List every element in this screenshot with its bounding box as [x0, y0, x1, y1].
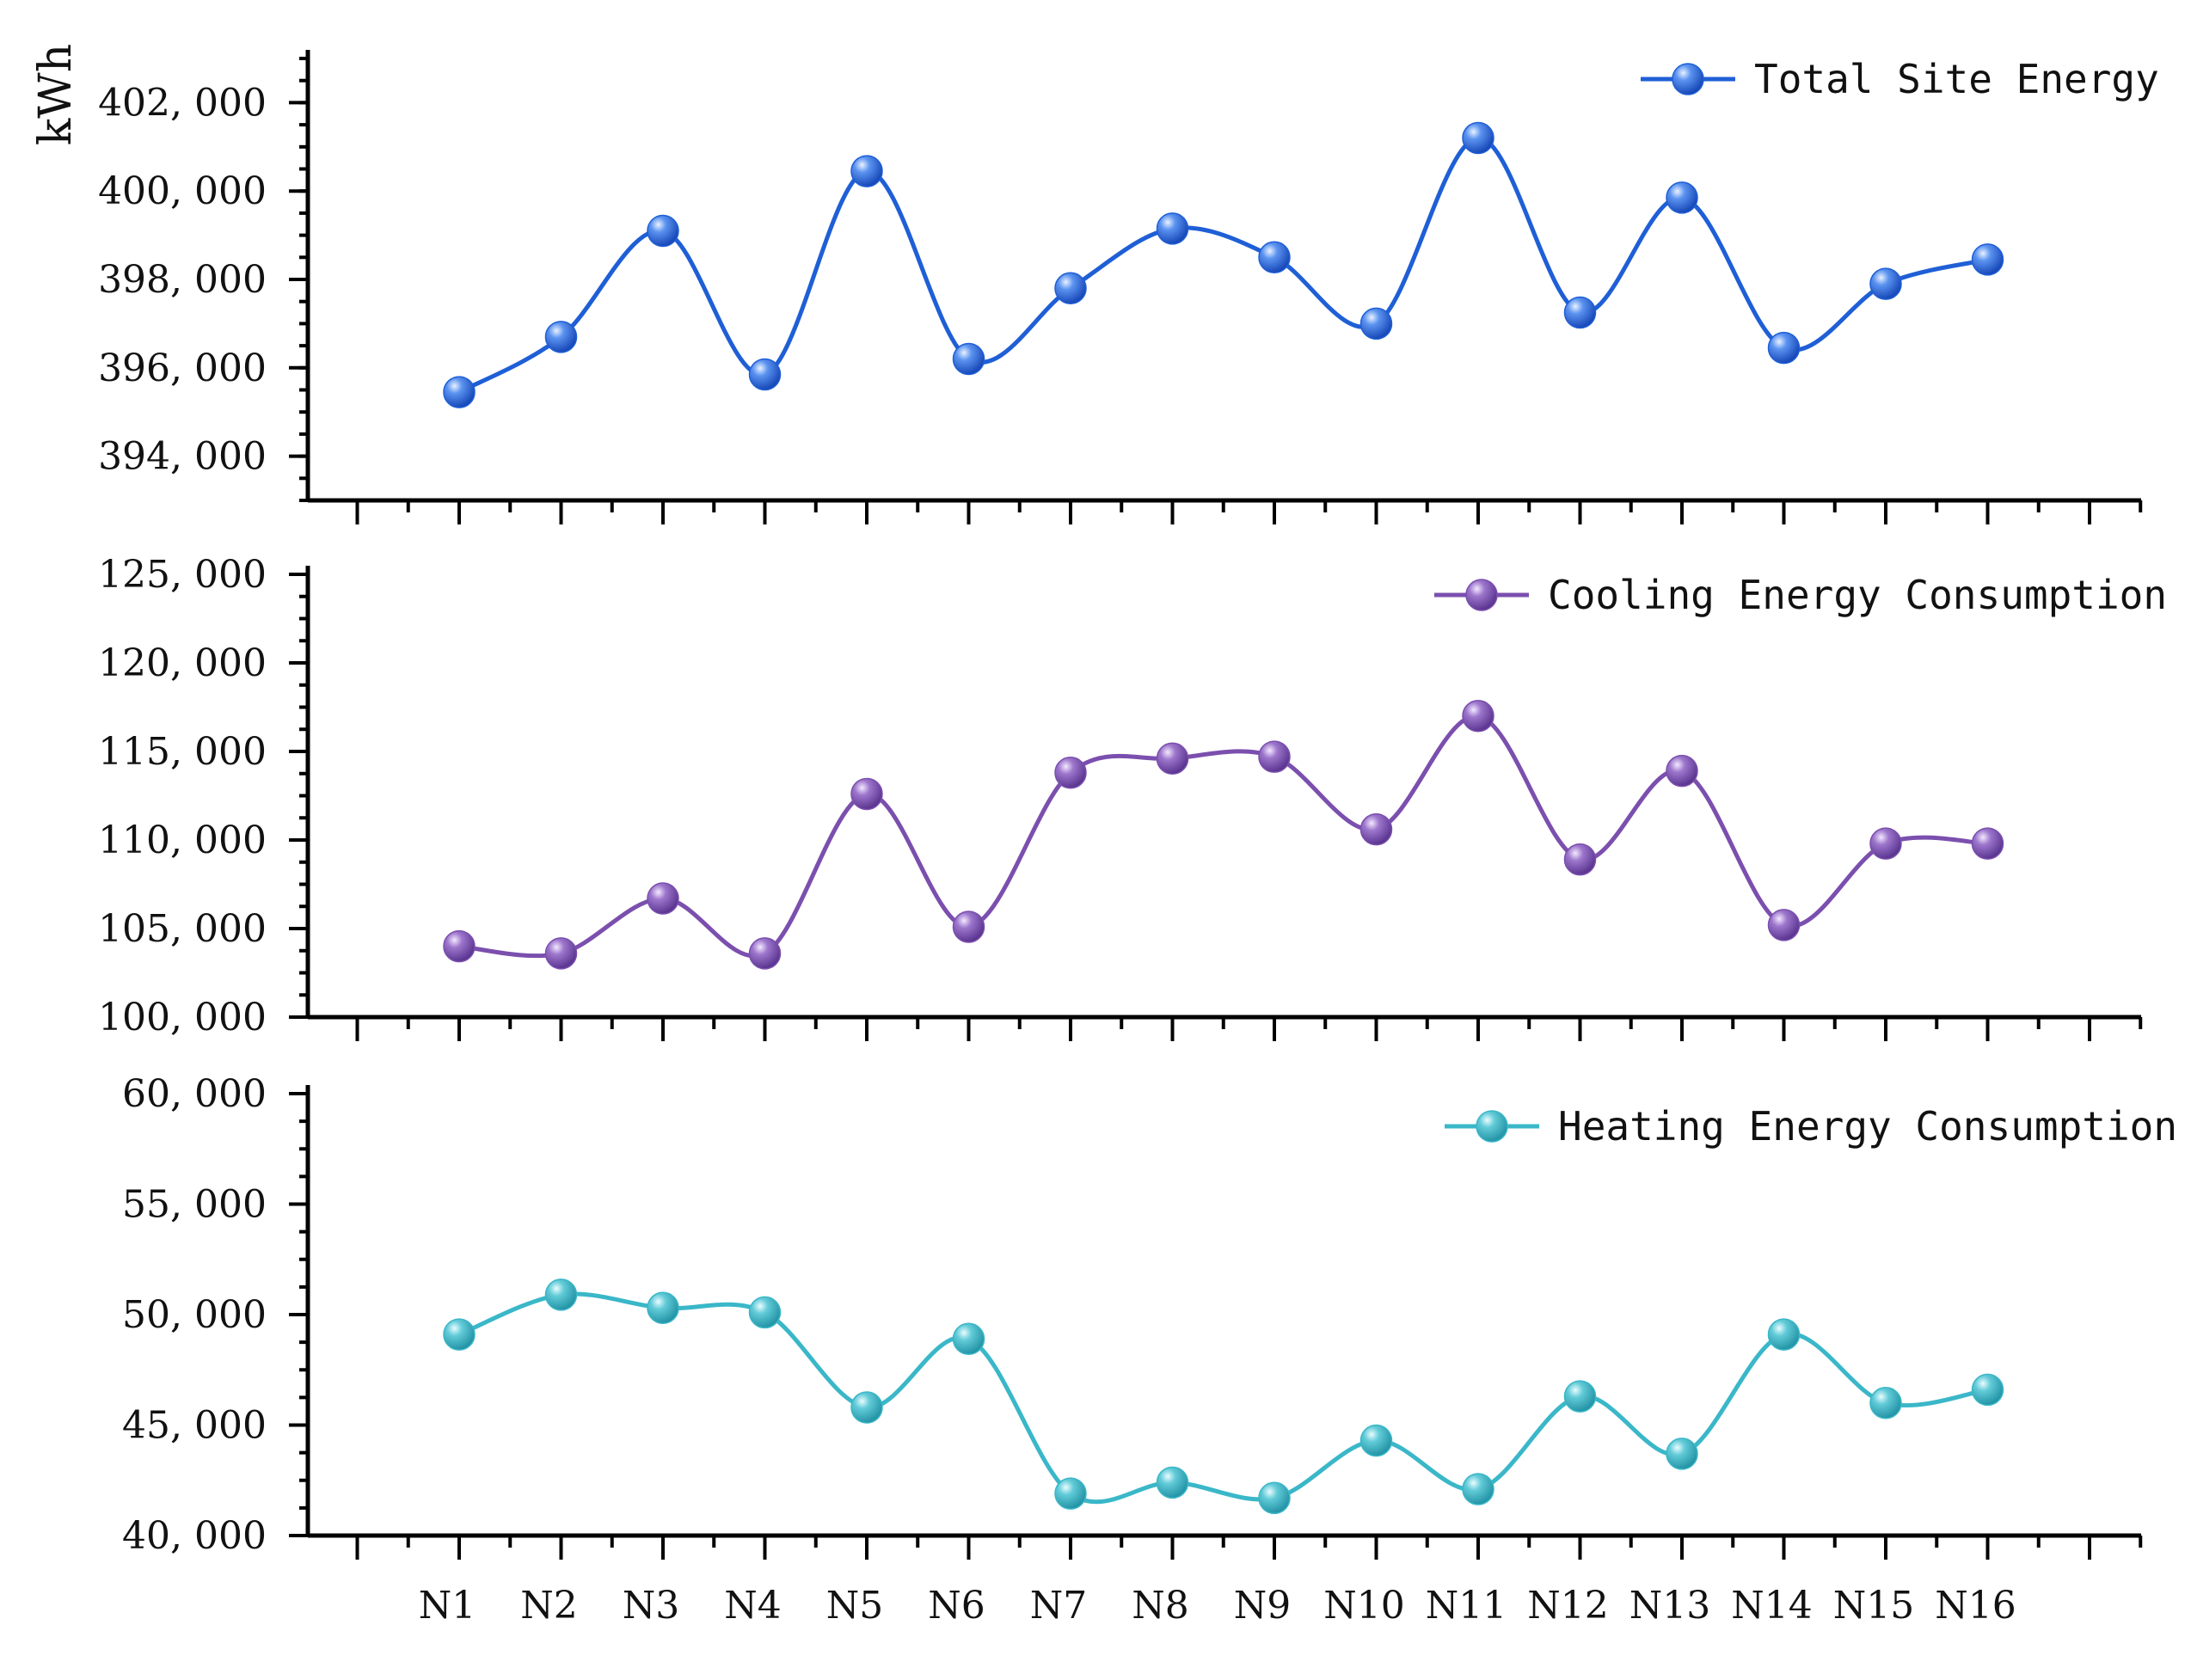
data-point-heating-energy-consumption-n1 — [443, 1318, 476, 1351]
x-tick-label-n16: N16 — [1935, 1584, 2016, 1628]
y-tick-label-heating-energy-consumption: 60, 000 — [122, 1072, 267, 1116]
data-point-cooling-energy-consumption-n14 — [1767, 909, 1801, 941]
legend-marker-heating-energy-consumption — [1476, 1110, 1508, 1143]
y-tick-label-total-site-energy: 394, 000 — [98, 435, 267, 479]
data-point-cooling-energy-consumption-n15 — [1869, 827, 1902, 860]
panel-heating-energy-consumption: 40, 000 45, 000 50, 000 55, 000 60, 000 Heat… — [122, 1072, 2177, 1560]
series-line-total-site-energy — [457, 135, 1989, 395]
x-tick-label-n3: N3 — [623, 1584, 680, 1628]
y-tick-label-total-site-energy: 396, 000 — [98, 346, 267, 390]
data-point-total-site-energy-n5 — [850, 155, 883, 187]
data-point-heating-energy-consumption-n13 — [1666, 1438, 1698, 1470]
x-tick-label-n6: N6 — [928, 1584, 985, 1628]
data-point-cooling-energy-consumption-n3 — [647, 882, 679, 915]
data-point-heating-energy-consumption-n9 — [1258, 1481, 1291, 1515]
x-tick-label-n4: N4 — [724, 1584, 782, 1628]
data-point-heating-energy-consumption-n3 — [647, 1291, 679, 1325]
data-point-total-site-energy-n3 — [647, 214, 679, 248]
data-point-heating-energy-consumption-n11 — [1462, 1473, 1494, 1505]
y-tick-label-heating-energy-consumption: 50, 000 — [122, 1293, 267, 1337]
x-tick-label-n1: N1 — [419, 1584, 476, 1628]
data-point-heating-energy-consumption-n7 — [1054, 1477, 1087, 1510]
y-tick-label-cooling-energy-consumption: 105, 000 — [98, 907, 267, 951]
legend-label-total-site-energy: Total Site Energy — [1754, 56, 2159, 102]
x-tick-label-n9: N9 — [1234, 1584, 1292, 1628]
data-point-heating-energy-consumption-n4 — [748, 1296, 782, 1329]
data-point-cooling-energy-consumption-n7 — [1054, 756, 1087, 789]
data-point-cooling-energy-consumption-n10 — [1359, 812, 1393, 846]
data-point-total-site-energy-n11 — [1462, 121, 1494, 155]
legend-heating-energy-consumption: Heating Energy Consumption — [1445, 1103, 2177, 1150]
data-point-heating-energy-consumption-n10 — [1359, 1424, 1393, 1457]
data-point-cooling-energy-consumption-n13 — [1666, 754, 1698, 788]
y-tick-label-heating-energy-consumption: 45, 000 — [122, 1404, 267, 1448]
data-point-cooling-energy-consumption-n2 — [544, 937, 578, 970]
data-point-heating-energy-consumption-n16 — [1971, 1373, 2004, 1407]
data-point-cooling-energy-consumption-n11 — [1462, 700, 1494, 733]
data-point-total-site-energy-n14 — [1767, 331, 1801, 365]
x-tick-label-n11: N11 — [1426, 1584, 1507, 1628]
data-point-heating-energy-consumption-n15 — [1869, 1387, 1902, 1419]
y-tick-label-cooling-energy-consumption: 110, 000 — [98, 819, 267, 862]
data-point-heating-energy-consumption-n14 — [1767, 1318, 1801, 1351]
data-point-cooling-energy-consumption-n9 — [1258, 740, 1291, 773]
data-point-cooling-energy-consumption-n16 — [1971, 827, 2004, 860]
y-tick-label-cooling-energy-consumption: 125, 000 — [98, 553, 267, 597]
legend-marker-total-site-energy — [1672, 63, 1704, 95]
x-tick-label-n12: N12 — [1527, 1584, 1609, 1628]
data-point-total-site-energy-n9 — [1258, 241, 1291, 274]
legend-label-heating-energy-consumption: Heating Energy Consumption — [1558, 1103, 2177, 1150]
legend-total-site-energy: Total Site Energy — [1641, 56, 2159, 102]
data-point-total-site-energy-n2 — [544, 321, 578, 353]
y-tick-label-total-site-energy: 400, 000 — [98, 169, 267, 213]
legend-label-cooling-energy-consumption: Cooling Energy Consumption — [1548, 572, 2167, 618]
data-point-cooling-energy-consumption-n5 — [850, 777, 883, 811]
panel-cooling-energy-consumption: 100, 000 105, 000 110, 000 115, 000 120, 000… — [98, 553, 2167, 1041]
y-tick-label-total-site-energy: 402, 000 — [98, 81, 267, 125]
data-point-cooling-energy-consumption-n6 — [952, 911, 985, 943]
data-point-heating-energy-consumption-n5 — [850, 1391, 883, 1424]
data-point-heating-energy-consumption-n12 — [1563, 1380, 1597, 1413]
data-point-total-site-energy-n1 — [443, 376, 476, 408]
x-tick-label-n14: N14 — [1731, 1584, 1813, 1628]
y-tick-label-cooling-energy-consumption: 115, 000 — [98, 730, 267, 774]
data-point-total-site-energy-n13 — [1666, 181, 1698, 214]
data-point-total-site-energy-n8 — [1156, 212, 1189, 245]
series-line-heating-energy-consumption — [458, 1291, 1988, 1505]
x-tick-label-n15: N15 — [1833, 1584, 1915, 1628]
y-tick-label-total-site-energy: 398, 000 — [98, 258, 267, 302]
data-point-cooling-energy-consumption-n4 — [748, 937, 782, 970]
data-point-total-site-energy-n6 — [952, 342, 985, 376]
x-tick-label-n2: N2 — [520, 1584, 578, 1628]
data-point-total-site-energy-n15 — [1869, 267, 1902, 300]
y-tick-label-cooling-energy-consumption: 100, 000 — [98, 996, 267, 1039]
data-point-total-site-energy-n10 — [1359, 307, 1393, 340]
data-point-total-site-energy-n7 — [1054, 272, 1087, 305]
data-point-cooling-energy-consumption-n1 — [443, 929, 476, 963]
x-tick-label-n5: N5 — [826, 1584, 884, 1628]
data-point-heating-energy-consumption-n2 — [544, 1278, 578, 1311]
panel-total-site-energy: 394, 000 396, 000 398, 000 400, 000 402, 000… — [98, 50, 2159, 524]
data-point-cooling-energy-consumption-n8 — [1156, 742, 1189, 775]
x-tick-label-n8: N8 — [1132, 1584, 1189, 1628]
y-tick-label-heating-energy-consumption: 40, 000 — [122, 1514, 267, 1558]
data-point-heating-energy-consumption-n6 — [952, 1322, 985, 1356]
series-line-cooling-energy-consumption — [458, 714, 1988, 959]
x-axis-tick-labels: N1 N2 N3 N4 N5 N6 N7 N8 N9 N10 N11 N12 N13 N14 N15 N16 — [419, 1584, 2016, 1628]
y-tick-label-heating-energy-consumption: 55, 000 — [122, 1183, 267, 1227]
data-point-total-site-energy-n4 — [748, 358, 782, 391]
data-point-total-site-energy-n16 — [1971, 243, 2004, 276]
y-axis-label: kWh — [30, 44, 82, 145]
x-tick-label-n10: N10 — [1323, 1584, 1405, 1628]
data-point-cooling-energy-consumption-n12 — [1563, 843, 1597, 876]
data-point-total-site-energy-n12 — [1563, 296, 1597, 329]
y-tick-label-cooling-energy-consumption: 120, 000 — [98, 641, 267, 685]
legend-cooling-energy-consumption: Cooling Energy Consumption — [1434, 572, 2167, 618]
x-tick-label-n7: N7 — [1030, 1584, 1088, 1628]
data-point-heating-energy-consumption-n8 — [1156, 1466, 1189, 1499]
x-tick-label-n13: N13 — [1629, 1584, 1711, 1628]
legend-marker-cooling-energy-consumption — [1465, 579, 1498, 611]
